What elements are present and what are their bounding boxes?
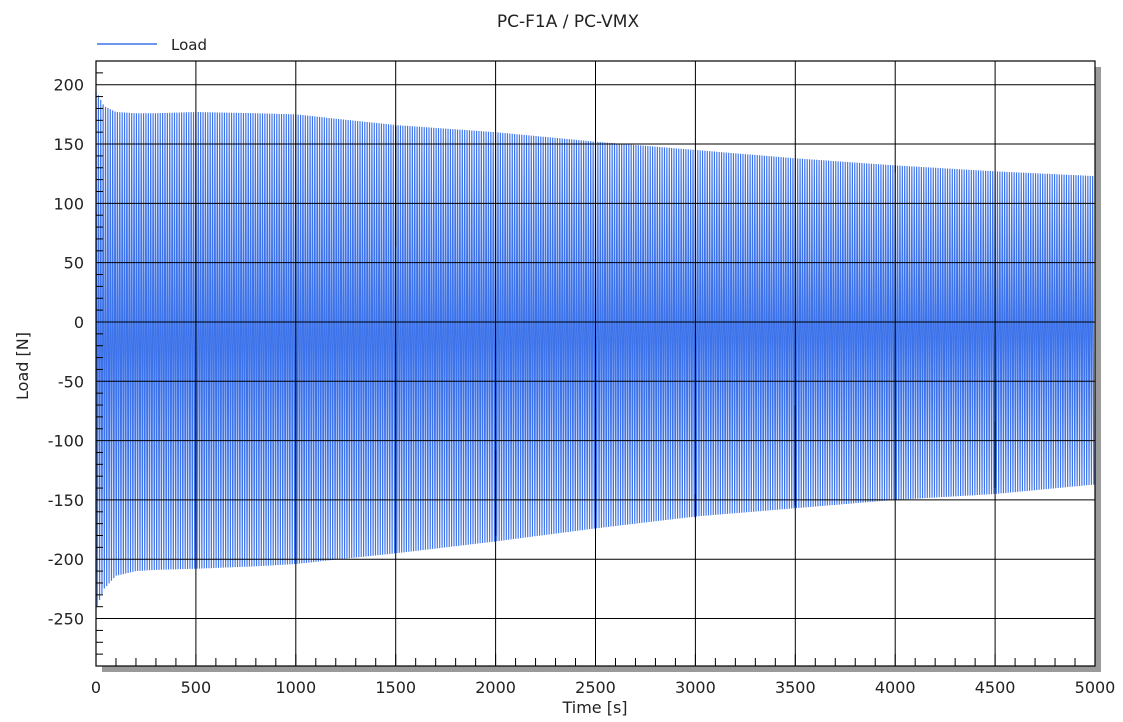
legend: Load: [97, 36, 207, 54]
x-tick-label-2500: 2500: [575, 678, 616, 697]
chart-title: PC-F1A / PC-VMX: [497, 12, 640, 32]
plot-border: [95, 60, 1096, 667]
legend-label-load: Load: [171, 36, 207, 54]
y-tick-label--100: -100: [48, 432, 84, 451]
x-tick-label-0: 0: [91, 678, 101, 697]
y-tick-label--250: -250: [48, 610, 84, 629]
y-tick-label--150: -150: [48, 491, 84, 510]
x-tick-label-1500: 1500: [375, 678, 416, 697]
x-tick-label-500: 500: [181, 678, 212, 697]
y-tick-label-100: 100: [53, 194, 84, 213]
x-tick-label-5000: 5000: [1075, 678, 1116, 697]
y-tick-label--50: -50: [58, 372, 84, 391]
series-layer: [95, 90, 1095, 607]
x-tick-label-4500: 4500: [975, 678, 1016, 697]
x-tick-label-1000: 1000: [275, 678, 316, 697]
y-tick-label-0: 0: [74, 313, 84, 332]
x-tick-label-3500: 3500: [775, 678, 816, 697]
y-tick-label--200: -200: [48, 550, 84, 569]
x-tick-labels: 0 500 1000 1500 2000 2500 3000 3500 4000 4500 5000: [91, 678, 1115, 697]
y-tick-label-200: 200: [53, 76, 84, 95]
y-tick-label-50: 50: [64, 254, 84, 273]
y-tick-label-150: 150: [53, 135, 84, 154]
x-tick-label-2000: 2000: [475, 678, 516, 697]
x-tick-label-3000: 3000: [675, 678, 716, 697]
y-tick-labels: 200 150 100 50 0 -50 -100 -150 -200 -250: [48, 76, 84, 629]
series-line-load: [95, 90, 1095, 607]
x-axis-label: Time [s]: [561, 698, 627, 717]
y-axis-label: Load [N]: [13, 332, 32, 400]
x-tick-label-4000: 4000: [875, 678, 916, 697]
